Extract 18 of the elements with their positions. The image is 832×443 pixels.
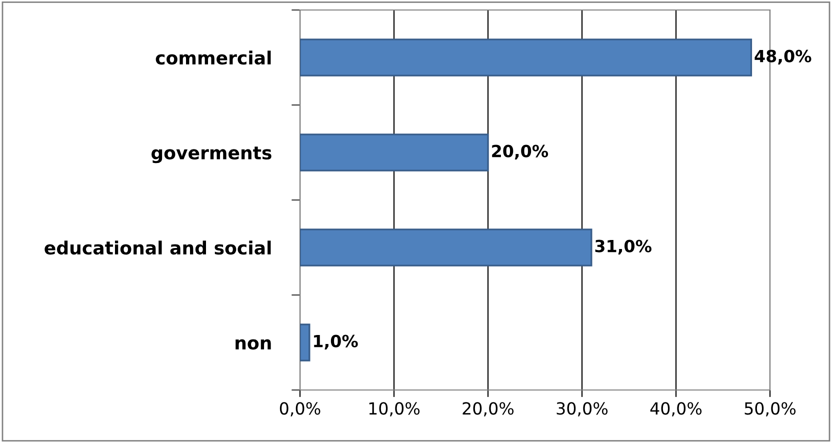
x-tick-label: 20,0% (462, 402, 514, 416)
y-tick-label: commercial (156, 50, 271, 65)
y-tick-label: non (236, 339, 271, 350)
bar (300, 134, 489, 172)
y-tick-label: educational and social (44, 240, 271, 255)
bar (300, 324, 310, 362)
data-label: 20,0% (492, 144, 548, 160)
y-tick-label: goverments (151, 146, 272, 164)
x-tick-label: 30,0% (556, 402, 608, 416)
data-label: 1,0% (314, 334, 358, 350)
data-label: 31,0% (595, 240, 652, 254)
bar (300, 228, 592, 266)
x-tick-label: 0,0% (280, 402, 320, 416)
x-tick-label: 50,0% (744, 402, 796, 416)
x-tick-label: 40,0% (650, 402, 702, 416)
data-label: 48,0% (754, 50, 812, 64)
x-tick-label: 10,0% (369, 402, 420, 416)
bar (300, 38, 752, 76)
